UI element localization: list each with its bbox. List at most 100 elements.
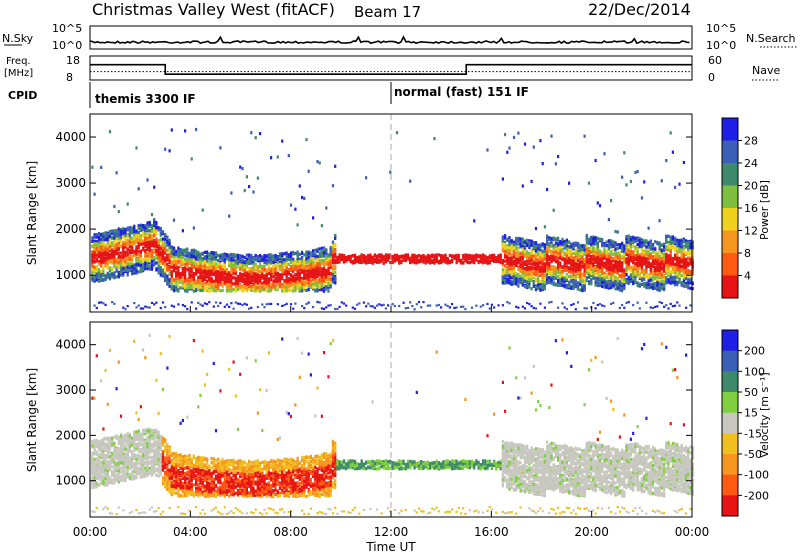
power-cell — [548, 262, 551, 266]
power-cell — [422, 256, 425, 260]
power-cell — [552, 265, 555, 269]
power-cell — [548, 277, 551, 281]
power-cell — [318, 277, 321, 281]
power-cell — [301, 263, 304, 267]
power-cell — [499, 254, 502, 258]
power-cell — [323, 254, 326, 258]
power-cell — [292, 259, 295, 263]
power-cell — [190, 264, 193, 268]
power-cell — [504, 259, 507, 263]
power-cell — [177, 276, 180, 280]
power-cell — [245, 289, 248, 293]
power-cell — [331, 242, 335, 246]
power-cell — [139, 226, 142, 230]
power-cell — [325, 257, 328, 261]
power-cell — [543, 264, 546, 268]
power-cell — [93, 235, 96, 239]
power-cell — [177, 258, 180, 262]
power-cell — [100, 240, 103, 244]
power-cell — [320, 284, 323, 288]
power-cell — [424, 257, 427, 261]
power-cell — [287, 258, 290, 262]
power-cell — [230, 283, 233, 288]
power-cell — [223, 252, 226, 256]
power-cell — [236, 277, 240, 281]
power-cell — [161, 260, 165, 265]
power-cell — [552, 246, 555, 250]
power-cell — [228, 275, 231, 279]
power-cell — [281, 269, 284, 273]
power-cell — [387, 253, 390, 257]
power-cell — [108, 247, 112, 251]
power-cell — [532, 269, 535, 273]
power-cell — [234, 267, 237, 271]
power-cell — [104, 264, 107, 268]
power-cell — [334, 270, 337, 274]
power-cell — [541, 279, 544, 283]
power-cell — [512, 135, 516, 139]
power-cell — [318, 269, 321, 273]
power-cell — [245, 257, 248, 261]
power-cell — [228, 305, 231, 308]
power-cell — [217, 276, 220, 280]
power-cell — [263, 256, 266, 260]
power-cell — [122, 266, 125, 270]
power-cell — [208, 263, 211, 267]
power-cell — [389, 170, 392, 174]
power-cell — [521, 184, 524, 188]
power-cell — [532, 248, 535, 252]
power-cell — [243, 189, 246, 193]
power-cell — [340, 301, 343, 304]
power-cell — [252, 260, 255, 264]
power-cell — [157, 271, 160, 275]
power-cell — [548, 301, 551, 304]
power-cell — [515, 281, 518, 285]
power-cell — [342, 254, 346, 258]
power-cell — [184, 254, 187, 258]
power-cell — [557, 279, 560, 284]
power-cell — [126, 262, 129, 266]
power-cell — [184, 250, 187, 254]
power-cell — [153, 258, 156, 262]
power-cell — [557, 243, 560, 247]
power-cell — [259, 257, 262, 261]
power-cell — [519, 274, 522, 278]
station-title: Christmas Valley West (fitACF) — [92, 0, 335, 19]
power-cell — [170, 284, 173, 288]
power-cell — [208, 265, 211, 269]
power-cell — [546, 242, 549, 246]
power-cell — [221, 284, 224, 288]
power-cell — [100, 245, 103, 249]
power-cell — [221, 268, 224, 272]
power-cell — [166, 265, 169, 269]
power-cell — [506, 244, 509, 248]
power-cell — [532, 284, 535, 288]
power-cell — [161, 243, 165, 247]
power-cell — [97, 301, 101, 304]
power-cell — [128, 225, 131, 230]
power-cell — [175, 262, 178, 266]
power-cell — [135, 249, 138, 253]
power-cell — [221, 257, 224, 261]
power-cell — [327, 262, 330, 266]
power-cell — [135, 271, 138, 275]
power-cell — [314, 278, 317, 282]
power-cell — [331, 254, 335, 258]
power-cell — [455, 306, 458, 309]
power-cell — [475, 258, 478, 262]
power-cell — [517, 131, 520, 135]
power-cell — [307, 169, 310, 173]
power-cell — [119, 251, 123, 255]
power-cell — [122, 229, 125, 234]
power-cell — [199, 262, 202, 266]
power-cell — [214, 258, 218, 262]
power-cell — [256, 277, 259, 281]
power-cell — [289, 251, 293, 255]
power-cell — [93, 251, 96, 255]
power-cell — [186, 307, 189, 311]
power-cell — [318, 257, 321, 261]
power-cell — [168, 271, 171, 275]
power-cell — [263, 274, 266, 278]
power-cell — [331, 276, 335, 280]
power-cell — [501, 279, 504, 283]
